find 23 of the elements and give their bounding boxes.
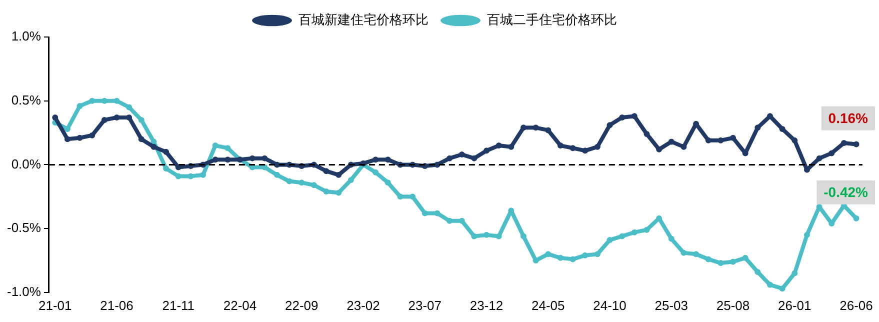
data-label: -0.42% xyxy=(824,184,869,200)
x-tick-label: 25-03 xyxy=(654,298,688,313)
x-tick-label: 23-02 xyxy=(346,298,380,313)
x-tick-label: 23-07 xyxy=(408,298,442,313)
x-tick-label: 26-01 xyxy=(778,298,812,313)
x-tick-label: 26-06 xyxy=(840,298,873,313)
x-tick-label: 21-01 xyxy=(38,298,72,313)
x-tick-label: 22-09 xyxy=(285,298,318,313)
x-tick-label: 25-08 xyxy=(716,298,750,313)
legend-label: 百城二手住宅价格环比 xyxy=(487,12,617,28)
y-tick-label: -0.5% xyxy=(6,220,42,236)
x-tick-label: 24-10 xyxy=(593,298,626,313)
data-label: 0.16% xyxy=(828,110,869,126)
y-tick-label: 0.0% xyxy=(11,156,42,172)
y-tick-label: 1.0% xyxy=(11,28,42,44)
y-tick-label: 0.5% xyxy=(11,92,42,108)
x-tick-label: 23-12 xyxy=(470,298,504,313)
x-tick-label: 21-06 xyxy=(100,298,134,313)
legend-label: 百城新建住宅价格环比 xyxy=(298,12,428,28)
y-tick-label: -1.0% xyxy=(6,284,42,299)
x-tick-label: 22-04 xyxy=(223,298,257,313)
x-tick-label: 24-05 xyxy=(532,298,565,313)
x-tick-label: 21-11 xyxy=(162,298,195,313)
